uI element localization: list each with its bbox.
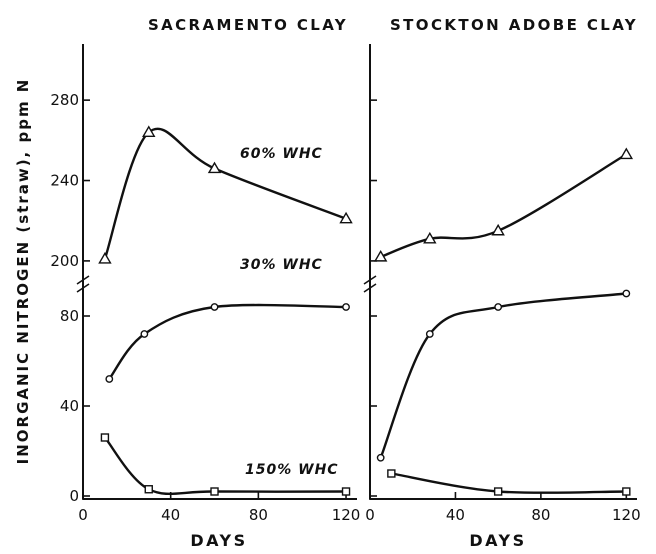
panel-title-right: STOCKTON ADOBE CLAY xyxy=(390,16,638,34)
data-point-square-right-2 xyxy=(622,487,631,496)
annotation-60-whc: 60% WHC xyxy=(240,146,323,162)
series-line-circle-left xyxy=(108,303,348,381)
data-point-circle-left-2 xyxy=(210,303,219,311)
y-tick-label-80: 80 xyxy=(60,307,79,325)
y-tick-label-40: 40 xyxy=(60,397,79,415)
annotation-30-whc: 30% WHC xyxy=(240,257,323,273)
data-point-triangle-left-0 xyxy=(98,251,112,264)
data-point-circle-left-1 xyxy=(140,330,149,338)
series-line-square-right xyxy=(390,472,628,495)
axis-break-mark-right xyxy=(363,275,377,285)
data-point-circle-right-2 xyxy=(494,303,503,311)
x-tick-label-120-right: 120 xyxy=(612,506,641,524)
x-axis-label-left: DAYS xyxy=(190,531,247,549)
data-point-circle-right-3 xyxy=(622,289,631,298)
series-line-square-left xyxy=(103,436,348,495)
data-point-circle-left-0 xyxy=(105,375,114,383)
data-point-triangle-left-3 xyxy=(339,211,353,224)
x-tick-label-0-right: 0 xyxy=(365,506,375,524)
data-point-circle-right-0 xyxy=(376,453,385,462)
x-tick-label-80-left: 80 xyxy=(249,506,268,524)
x-tick-label-0-left: 0 xyxy=(78,506,88,524)
x-tick-label-40-left: 40 xyxy=(161,506,180,524)
x-tick-label-80-right: 80 xyxy=(531,506,550,524)
y-tick-label-200: 200 xyxy=(50,252,79,270)
axis-break-mark-left xyxy=(76,275,90,285)
data-point-circle-left-3 xyxy=(342,303,350,311)
x-tick-label-40-right: 40 xyxy=(446,506,465,524)
axis-break-mark-left xyxy=(76,283,90,293)
data-point-square-left-0 xyxy=(100,433,110,442)
data-point-triangle-right-1 xyxy=(423,231,437,244)
data-point-square-right-1 xyxy=(493,487,503,496)
panel-title-left: SACRAMENTO CLAY xyxy=(148,16,348,34)
data-point-triangle-left-2 xyxy=(207,161,222,174)
data-point-triangle-right-0 xyxy=(373,249,388,262)
data-point-square-left-3 xyxy=(341,487,351,496)
data-point-triangle-right-3 xyxy=(619,147,634,160)
series-line-triangle-left xyxy=(103,127,348,261)
x-axis-label-right: DAYS xyxy=(469,531,526,549)
y-tick-label-0: 0 xyxy=(69,487,79,505)
annotation-150-whc: 150% WHC xyxy=(245,462,339,478)
data-point-circle-right-1 xyxy=(425,330,434,338)
series-line-circle-right xyxy=(379,292,628,459)
data-point-square-right-0 xyxy=(387,469,396,478)
data-point-square-left-1 xyxy=(144,485,153,494)
y-axis-label: INORGANIC NITROGEN (straw), ppm N xyxy=(14,78,32,465)
data-point-square-left-2 xyxy=(210,487,219,496)
series-line-triangle-right xyxy=(379,153,628,259)
x-tick-label-120-left: 120 xyxy=(332,506,361,524)
data-point-triangle-left-1 xyxy=(142,125,156,137)
y-tick-label-280: 280 xyxy=(50,91,79,109)
data-point-triangle-right-2 xyxy=(491,223,505,236)
axis-break-mark-right xyxy=(363,283,377,293)
y-tick-label-240: 240 xyxy=(50,172,79,190)
